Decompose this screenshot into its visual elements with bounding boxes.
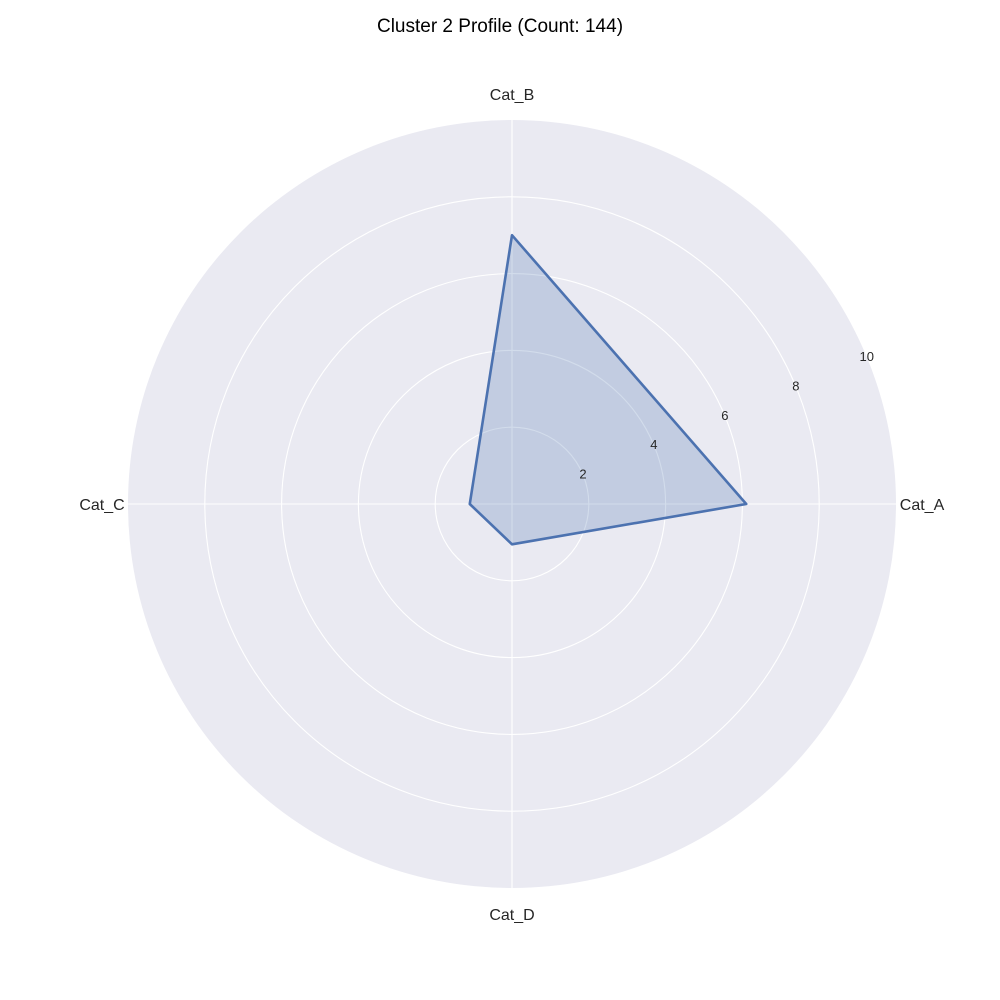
chart-title: Cluster 2 Profile (Count: 144) (376, 16, 624, 37)
r-tick-label: 8 (792, 378, 799, 393)
r-tick-label: 6 (721, 408, 728, 423)
category-label: Cat_D (489, 907, 534, 924)
polar-grid (128, 120, 896, 888)
r-tick-label: 2 (579, 467, 586, 482)
data-layer (468, 233, 748, 546)
category-label: Cat_C (79, 497, 124, 514)
axis-labels: 2 4 6 8 10 Cat_A Cat_B Cat_C Cat_D (79, 87, 944, 924)
series-fill (469, 235, 747, 545)
category-label: Cat_A (900, 497, 945, 514)
category-label: Cat_B (490, 87, 534, 104)
r-tick-label: 4 (650, 437, 657, 452)
r-tick-label: 10 (860, 349, 874, 364)
